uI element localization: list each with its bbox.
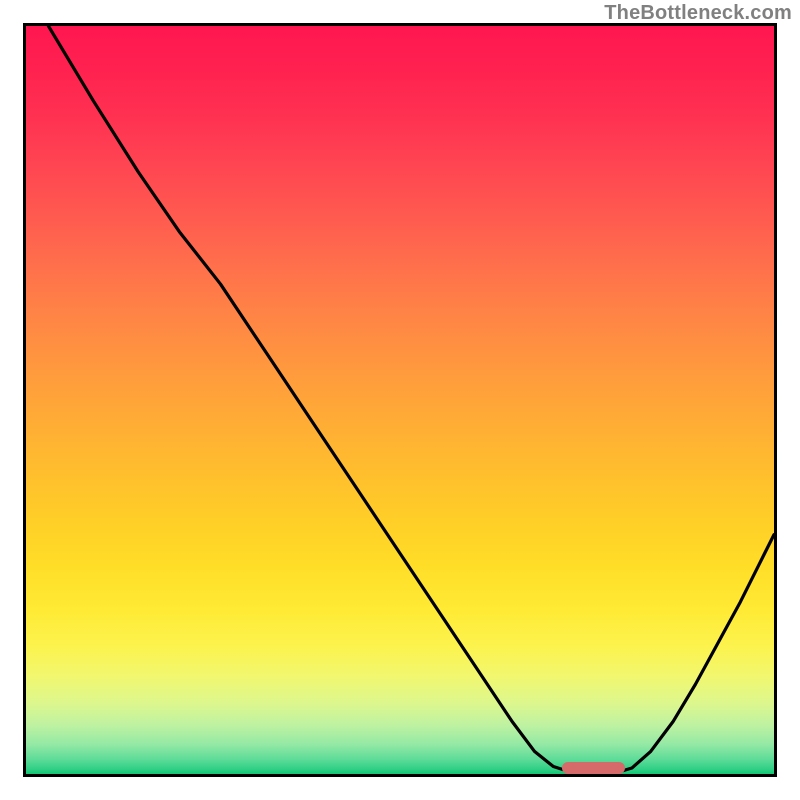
optimal-marker <box>562 762 625 774</box>
bottleneck-curve <box>26 26 774 774</box>
chart-container: TheBottleneck.com <box>0 0 800 800</box>
watermark-text: TheBottleneck.com <box>604 2 792 25</box>
curve-polyline <box>48 26 774 773</box>
plot-area <box>23 23 777 777</box>
